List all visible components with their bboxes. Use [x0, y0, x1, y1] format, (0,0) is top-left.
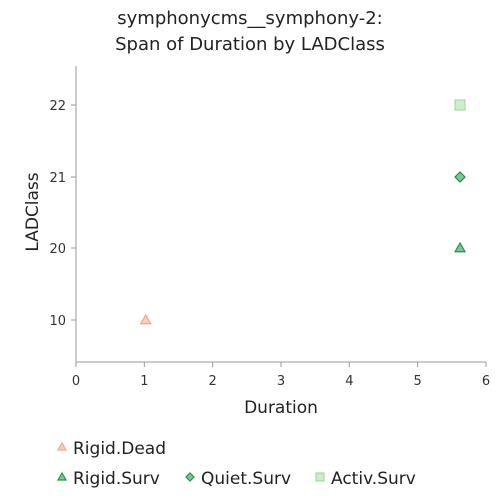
legend-label-quiet-surv: Quiet.Surv [201, 469, 291, 489]
legend-marker-quiet-surv [185, 472, 195, 482]
chart-title-line-2: Span of Duration by LADClass [115, 34, 385, 55]
data-points [139, 99, 467, 325]
y-tick-label: 10 [49, 314, 66, 329]
y-tick-label: 22 [49, 99, 66, 114]
x-tick-label: 6 [482, 374, 490, 389]
point-quiet-surv [454, 171, 466, 183]
legend-label-rigid-dead: Rigid.Dead [73, 439, 166, 459]
point-activ-surv [454, 99, 466, 111]
y-tick-label: 21 [49, 171, 66, 186]
y-axis-label: LADClass [23, 172, 43, 251]
x-tick-label: 3 [277, 374, 285, 389]
x-ticks: 0 1 2 3 4 5 6 [72, 362, 490, 389]
legend-marker-rigid-surv [56, 471, 68, 481]
x-axis-label: Duration [244, 398, 318, 418]
x-tick-label: 1 [140, 374, 148, 389]
point-rigid-dead [139, 313, 152, 325]
legend-label-rigid-surv: Rigid.Surv [73, 469, 160, 489]
legend-marker-activ-surv [315, 472, 325, 482]
legend-marker-rigid-dead [56, 441, 68, 451]
point-rigid-surv [453, 241, 467, 253]
x-tick-label: 4 [345, 374, 353, 389]
legend: Rigid.Dead Rigid.Surv Quiet.Surv Activ.Surv [56, 439, 416, 489]
x-tick-label: 0 [72, 374, 80, 389]
legend-label-activ-surv: Activ.Surv [331, 469, 416, 489]
y-ticks: 10 20 21 22 [49, 99, 76, 329]
x-tick-label: 2 [209, 374, 217, 389]
chart-title-line-1: symphonycms__symphony-2: [117, 8, 382, 29]
x-tick-label: 5 [414, 374, 422, 389]
y-tick-label: 20 [49, 242, 66, 257]
